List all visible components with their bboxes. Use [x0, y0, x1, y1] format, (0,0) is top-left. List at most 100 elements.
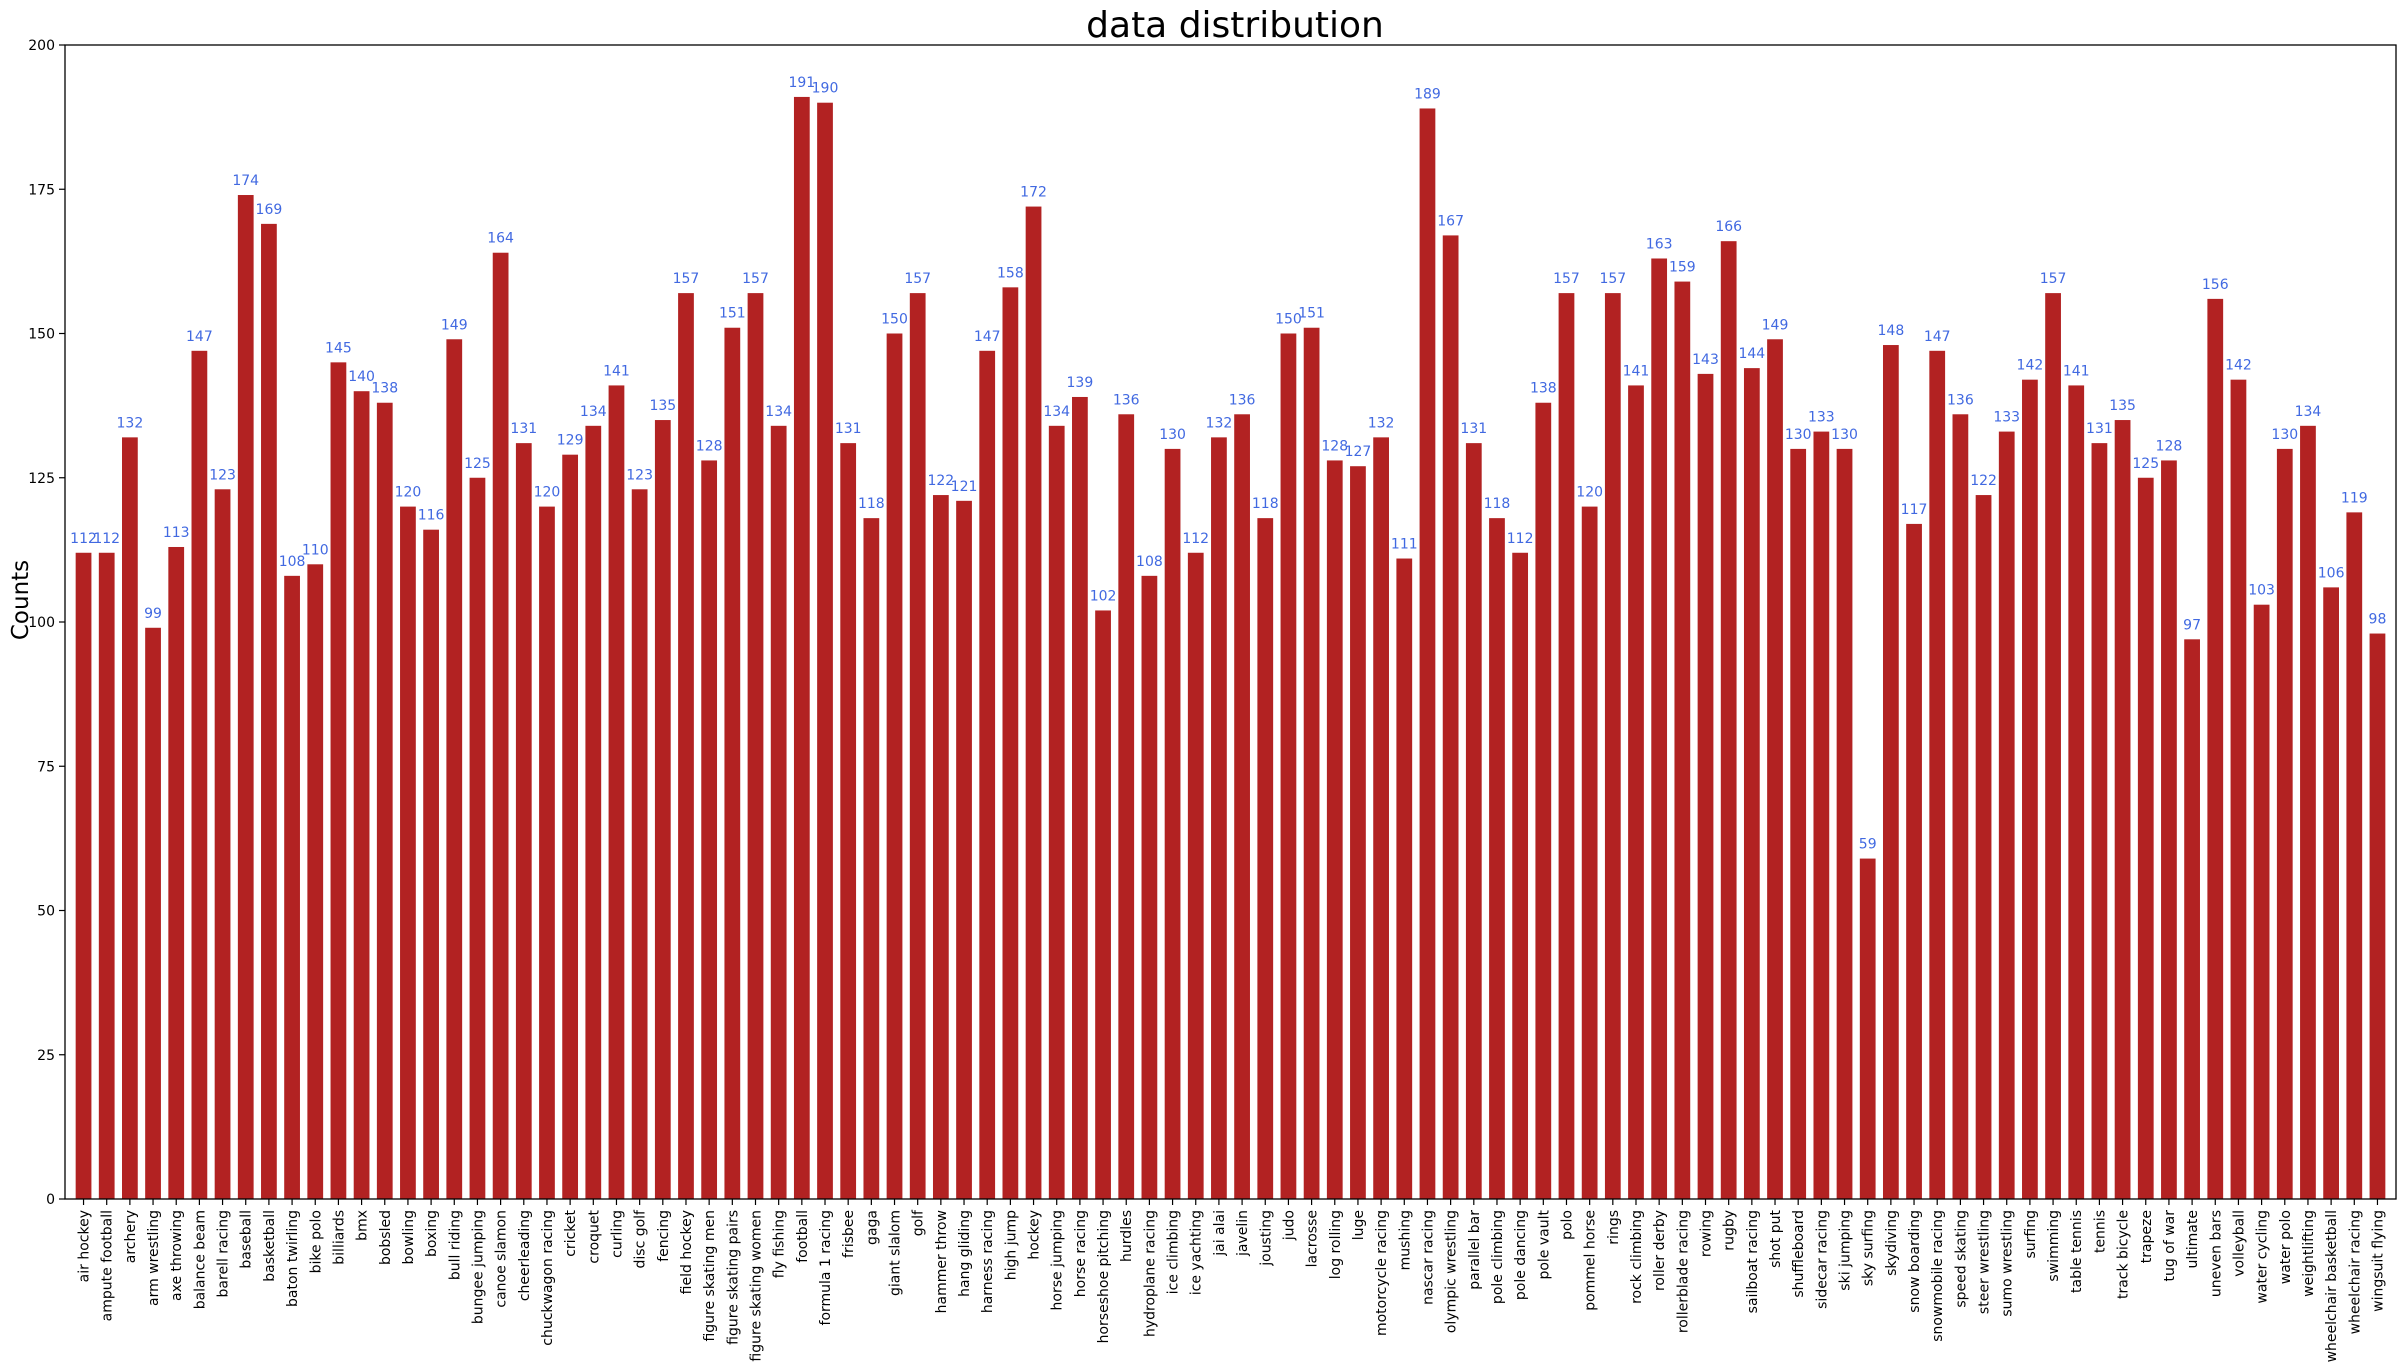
x-tick-label: mushing [1397, 1210, 1413, 1270]
data-label: 159 [1669, 260, 1696, 276]
bar-pole-vault [1535, 402, 1552, 1199]
x-tick-label: canoe slamon [494, 1210, 510, 1308]
data-label: 140 [348, 369, 375, 385]
bar-croquet [585, 425, 602, 1199]
bar-luge [1350, 466, 1366, 1200]
x-tick-label: sumo wrestling [2000, 1210, 2016, 1317]
bar-tennis [2091, 443, 2108, 1199]
bar-swimming [2045, 293, 2061, 1199]
x-tick-label: boxing [424, 1210, 440, 1257]
x-tick-label: jousting [1258, 1210, 1274, 1267]
x-tick-label: swimming [2046, 1210, 2062, 1282]
bar-ski-jumping [1836, 448, 1853, 1199]
bar-hang-gliding [956, 500, 972, 1200]
data-label: 131 [1460, 421, 1487, 437]
bar-frisbee [840, 443, 857, 1199]
data-label: 111 [1391, 537, 1418, 553]
data-label: 127 [1345, 444, 1372, 460]
bar-rollerblade-racing [1674, 281, 1691, 1199]
data-label: 106 [2318, 565, 2345, 581]
x-tick-label: rugby [1722, 1210, 1738, 1251]
x-tick-label: rock climbing [1629, 1210, 1645, 1304]
bar-golf [909, 293, 926, 1199]
x-tick-label: frisbee [841, 1210, 857, 1258]
data-label: 123 [209, 467, 236, 483]
x-tick-label: snow boarding [1907, 1210, 1923, 1313]
data-label: 133 [1993, 410, 2020, 426]
x-tick-label: hurdles [1119, 1210, 1135, 1262]
bar-roller-derby [1651, 258, 1668, 1199]
y-tick-label: 125 [28, 471, 55, 487]
data-label: 191 [788, 75, 815, 91]
x-tick-label: steer wrestling [1977, 1210, 1993, 1314]
bar-snow-boarding [1906, 523, 1922, 1199]
data-label: 132 [1206, 415, 1233, 431]
x-tick-label: parallel bar [1467, 1210, 1483, 1290]
x-tick-label: track bicycle [2116, 1210, 2132, 1299]
data-label: 147 [186, 329, 213, 345]
bars-layer [75, 96, 2386, 1200]
data-label: 136 [1113, 392, 1140, 408]
data-label: 118 [1252, 496, 1279, 512]
x-tick-label: hydroplane racing [1142, 1210, 1158, 1337]
bar-figure-skating-women [747, 293, 764, 1199]
data-label: 149 [1762, 317, 1789, 333]
data-label: 131 [835, 421, 862, 437]
bar-water-polo [2276, 448, 2293, 1199]
data-label: 174 [232, 173, 259, 189]
bar-sailboat-racing [1743, 368, 1760, 1199]
x-tick-label: roller derby [1652, 1210, 1668, 1291]
x-tick-label: tug of war [2162, 1210, 2178, 1282]
bar-rowing [1697, 373, 1714, 1199]
x-tick-label: sky surfing [1861, 1210, 1877, 1286]
data-label: 112 [1507, 531, 1534, 547]
data-label: 138 [1530, 381, 1557, 397]
x-tick-label: tennis [2092, 1210, 2108, 1253]
x-tick-label: chuckwagon racing [540, 1210, 556, 1346]
data-label: 108 [279, 554, 306, 570]
x-tick-label: wheelchair basketball [2324, 1210, 2340, 1362]
bar-ultimate [2184, 639, 2200, 1199]
x-tick-label: water polo [2278, 1210, 2294, 1284]
bar-jousting [1257, 518, 1274, 1199]
data-label: 132 [1368, 415, 1395, 431]
data-label: 157 [904, 271, 931, 287]
bar-speed-skating [1952, 414, 1969, 1199]
data-label: 118 [858, 496, 885, 512]
x-tick-label: javelin [1235, 1210, 1251, 1257]
x-tick-label: figure skating women [749, 1210, 765, 1362]
data-label: 163 [1646, 236, 1673, 252]
x-tick-label: jai alai [1212, 1210, 1228, 1257]
x-tick-label: cheerleading [517, 1210, 533, 1301]
data-label: 97 [2183, 617, 2201, 633]
x-tick-label: harness racing [980, 1210, 996, 1313]
x-tick-label: basketball [262, 1210, 278, 1282]
x-tick-label: baseball [239, 1210, 255, 1269]
y-axis: 0 25 50 75 100 125 150 175 200 [28, 38, 65, 1208]
data-label: 157 [673, 271, 700, 287]
bar-figure-skating-pairs [724, 327, 741, 1200]
y-tick-label: 150 [28, 327, 55, 343]
data-label: 164 [487, 231, 514, 247]
data-label: 121 [951, 479, 978, 495]
x-tick-label: curling [609, 1210, 625, 1258]
data-label: 149 [441, 317, 468, 333]
bar-harness-racing [979, 350, 996, 1199]
data-label: 120 [1576, 485, 1603, 501]
x-tick-label: horseshoe pitching [1096, 1210, 1112, 1343]
x-tick-label: ski jumping [1838, 1210, 1854, 1291]
data-label: 118 [1484, 496, 1511, 512]
x-tick-label: fencing [656, 1210, 672, 1262]
x-tick-label: ice climbing [1166, 1210, 1182, 1294]
data-label: 128 [1321, 438, 1348, 454]
bar-bowling [400, 506, 416, 1200]
bar-wingsuit-flying [2369, 633, 2386, 1199]
x-tick-label: speed skating [1953, 1210, 1969, 1308]
data-label: 128 [696, 438, 723, 454]
x-tick-label: skydiving [1884, 1210, 1900, 1276]
x-tick-label: pole dancing [1513, 1210, 1529, 1300]
x-tick-label: football [795, 1210, 811, 1263]
bar-arm-wrestling [145, 627, 161, 1199]
